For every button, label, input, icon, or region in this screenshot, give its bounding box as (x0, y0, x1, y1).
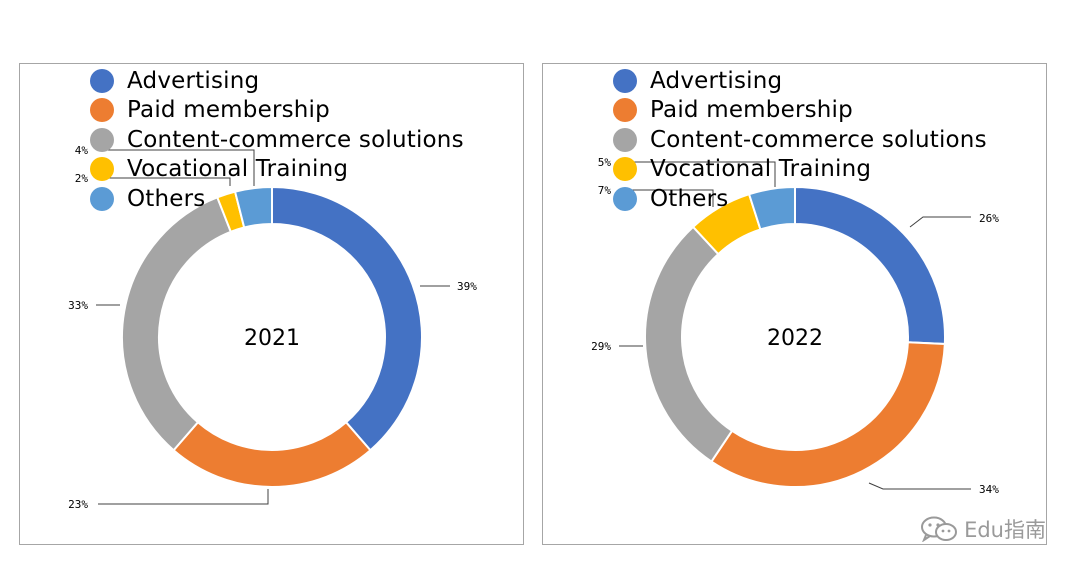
leader-line (868, 482, 971, 490)
legend-swatch (90, 127, 114, 152)
chart-panel-2022: 26% 34% 29% 7% 5% 2022 Advertising Paid member… (542, 63, 1047, 545)
data-label: 4% (75, 144, 89, 157)
donut-slice-advertising (271, 185, 423, 452)
center-year-label: 2021 (244, 326, 300, 351)
leader-line (909, 216, 971, 228)
legend-item: Vocational Training (613, 155, 987, 185)
legend-label: Paid membership (650, 97, 853, 124)
legend-2021: Advertising Paid membership Content-commer… (90, 66, 464, 214)
wechat-icon (921, 516, 958, 542)
legend-label: Vocational Training (650, 156, 872, 183)
legend-label: Others (127, 185, 206, 212)
donut-slice-content-commerce-solutions (121, 196, 233, 452)
chart-panel-2021: 39% 23% 33% 2% 4% 2021 Advertising Paid member… (19, 63, 524, 545)
legend-swatch (613, 98, 637, 123)
legend-item: Content-commerce solutions (90, 125, 464, 155)
leader-line (619, 189, 714, 207)
watermark: Edu指南 (920, 514, 1046, 544)
legend-swatch (90, 186, 114, 211)
legend-swatch (613, 157, 637, 182)
data-label: 39% (457, 280, 477, 293)
legend-item: Advertising (90, 66, 464, 96)
legend-swatch (90, 98, 114, 123)
data-label: 29% (591, 340, 611, 353)
legend-swatch (613, 127, 637, 152)
donut-slice-others (233, 185, 273, 229)
legend-swatch (613, 186, 637, 211)
legend-item: Advertising (613, 66, 987, 96)
legend-item: Content-commerce solutions (613, 125, 987, 155)
legend-item: Others (613, 184, 987, 214)
data-label: 5% (598, 156, 612, 169)
data-label: 2% (75, 172, 89, 185)
donut-chart-2022: 26% 34% 29% 7% 5% 2022 (591, 156, 999, 496)
data-label: 7% (598, 184, 612, 197)
donut-slice-paid-membership (710, 341, 946, 488)
legend-label: Others (650, 185, 729, 212)
legend-item: Paid membership (613, 96, 987, 126)
legend-swatch (90, 68, 114, 93)
data-label: 23% (68, 498, 88, 511)
legend-label: Advertising (127, 67, 260, 94)
legend-label: Advertising (650, 67, 783, 94)
legend-2022: Advertising Paid membership Content-commer… (613, 66, 987, 214)
donut-chart-2021: 39% 23% 33% 2% 4% 2021 (68, 144, 477, 511)
donut-slice-content-commerce-solutions (644, 225, 734, 463)
legend-label: Vocational Training (127, 156, 349, 183)
legend-swatch (613, 68, 637, 93)
donut-slice-others (747, 185, 796, 231)
legend-label: Content-commerce solutions (127, 126, 464, 153)
data-label: 33% (68, 299, 88, 312)
legend-item: Paid membership (90, 96, 464, 126)
donut-slice-paid-membership (172, 420, 372, 488)
legend-label: Paid membership (127, 97, 330, 124)
leader-line (619, 161, 776, 187)
leader-line (98, 489, 269, 505)
legend-label: Content-commerce solutions (650, 126, 987, 153)
legend-item: Others (90, 184, 464, 214)
watermark-text: Edu指南 (964, 518, 1046, 542)
leader-line (96, 149, 255, 186)
data-label: 34% (979, 483, 999, 496)
data-label: 26% (979, 212, 999, 225)
legend-item: Vocational Training (90, 155, 464, 185)
center-year-label: 2022 (767, 326, 823, 351)
legend-swatch (90, 157, 114, 182)
leader-line (96, 177, 231, 186)
